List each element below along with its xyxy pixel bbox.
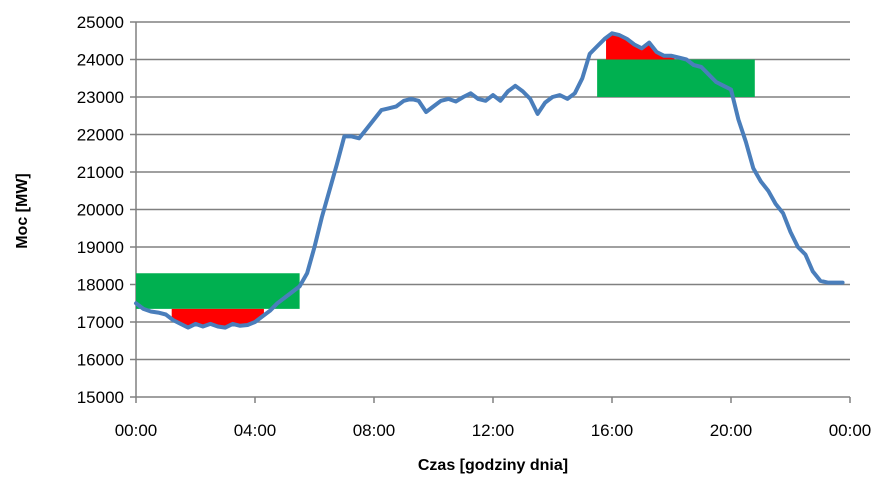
chart-series bbox=[134, 31, 845, 330]
x-tick-label: 08:00 bbox=[353, 421, 396, 440]
y-axis-title: Moc [MW] bbox=[14, 173, 31, 249]
y-axis-ticks: 15000 16000 17000 18000 19000 20000 21000 22000… bbox=[77, 13, 136, 407]
x-tick-label: 00:00 bbox=[829, 421, 872, 440]
x-tick-label: 00:00 bbox=[115, 421, 158, 440]
y-tick-label: 25000 bbox=[77, 13, 124, 32]
x-tick-label: 16:00 bbox=[591, 421, 634, 440]
y-tick-label: 24000 bbox=[77, 51, 124, 70]
chart-fill-bands bbox=[136, 33, 755, 328]
x-axis-ticks: 00:00 04:00 08:00 12:00 16:00 20:00 00:00 bbox=[115, 397, 872, 440]
x-tick-label: 20:00 bbox=[710, 421, 753, 440]
series-line bbox=[134, 31, 845, 330]
green-band bbox=[597, 59, 755, 97]
y-tick-label: 17000 bbox=[77, 313, 124, 332]
y-tick-label: 18000 bbox=[77, 276, 124, 295]
y-tick-label: 16000 bbox=[77, 351, 124, 370]
y-tick-label: 22000 bbox=[77, 126, 124, 145]
y-tick-label: 21000 bbox=[77, 163, 124, 182]
y-tick-label: 23000 bbox=[77, 88, 124, 107]
green-band bbox=[136, 273, 300, 309]
y-tick-label: 20000 bbox=[77, 201, 124, 220]
x-axis-title: Czas [godziny dnia] bbox=[418, 457, 568, 474]
y-tick-label: 15000 bbox=[77, 388, 124, 407]
y-tick-label: 19000 bbox=[77, 238, 124, 257]
x-tick-label: 12:00 bbox=[472, 421, 515, 440]
x-tick-label: 04:00 bbox=[234, 421, 277, 440]
